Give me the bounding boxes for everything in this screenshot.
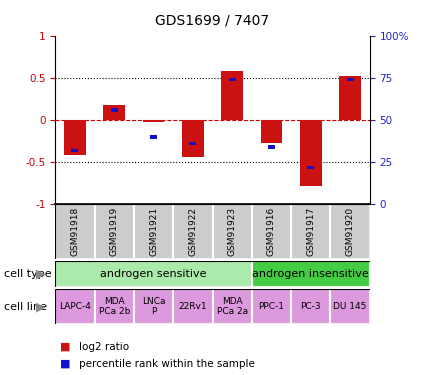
Bar [182,120,204,157]
Bar [94,204,134,259]
Text: ■: ■ [60,342,70,352]
Bar [110,108,118,112]
Bar [229,78,236,81]
Bar [339,76,361,120]
Bar [331,289,370,324]
Bar [268,146,275,149]
Text: GDS1699 / 7407: GDS1699 / 7407 [156,13,269,27]
Text: GSM91916: GSM91916 [267,207,276,256]
Text: androgen sensitive: androgen sensitive [100,269,207,279]
Text: ■: ■ [60,359,70,369]
Text: MDA
PCa 2a: MDA PCa 2a [217,297,248,316]
Bar [291,204,331,259]
Text: MDA
PCa 2b: MDA PCa 2b [99,297,130,316]
Bar [331,204,370,259]
Bar [173,204,212,259]
Text: GSM91923: GSM91923 [228,207,237,256]
Text: androgen insensitive: androgen insensitive [252,269,369,279]
Bar [64,120,86,155]
Bar [252,204,291,259]
Bar [307,166,314,169]
Bar [150,135,157,139]
Bar [103,105,125,120]
Text: GSM91919: GSM91919 [110,207,119,256]
Bar [71,149,79,152]
Bar [55,261,252,287]
Text: 22Rv1: 22Rv1 [178,302,207,311]
Text: GSM91917: GSM91917 [306,207,315,256]
Bar [261,120,282,143]
Bar [346,78,354,81]
Bar [252,261,370,287]
Bar [221,71,243,120]
Text: PC-3: PC-3 [300,302,321,311]
Text: ▶: ▶ [36,300,45,313]
Text: percentile rank within the sample: percentile rank within the sample [79,359,255,369]
Bar [143,120,164,122]
Bar [94,289,134,324]
Text: cell type: cell type [4,269,52,279]
Bar [212,204,252,259]
Bar [300,120,322,186]
Text: LAPC-4: LAPC-4 [59,302,91,311]
Text: cell line: cell line [4,302,47,312]
Text: DU 145: DU 145 [333,302,367,311]
Text: GSM91921: GSM91921 [149,207,158,256]
Bar [55,289,94,324]
Text: LNCa
P: LNCa P [142,297,165,316]
Text: ▶: ▶ [36,267,45,280]
Text: GSM91918: GSM91918 [71,207,79,256]
Bar [134,289,173,324]
Bar [55,204,94,259]
Bar [212,289,252,324]
Text: log2 ratio: log2 ratio [79,342,129,352]
Bar [189,142,196,146]
Bar [252,289,291,324]
Text: PPC-1: PPC-1 [258,302,284,311]
Bar [134,204,173,259]
Text: GSM91922: GSM91922 [188,207,197,256]
Bar [173,289,212,324]
Bar [291,289,331,324]
Text: GSM91920: GSM91920 [346,207,354,256]
